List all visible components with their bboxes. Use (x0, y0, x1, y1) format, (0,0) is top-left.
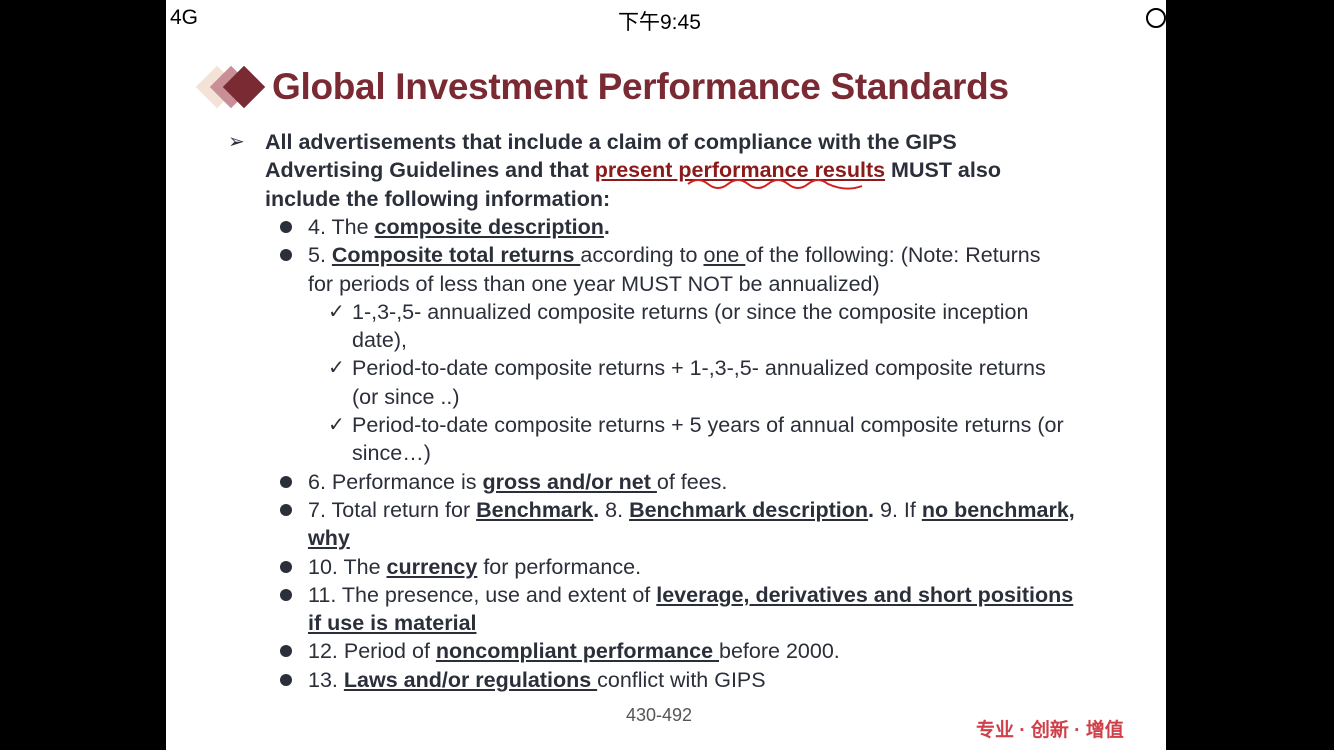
text-line: for periods of less than one year MUST N… (308, 270, 880, 298)
clock: 下午9:45 (618, 11, 701, 34)
text-line: Period-to-date composite returns + 1-,3-… (352, 354, 1046, 382)
text-segment: since…) (352, 441, 431, 466)
emphasized-text: gross and/or net (482, 469, 657, 494)
checkmark-icon: ✓ (328, 414, 345, 436)
bullet-dot-icon (280, 503, 292, 516)
text-line: Period-to-date composite returns + 5 yea… (352, 411, 1064, 439)
text-segment: of the following: (Note: Returns (745, 243, 1041, 268)
emphasized-text: noncompliant performance (435, 639, 720, 664)
arrow-bullet-icon: ➢ (228, 131, 245, 153)
text-segment: before 2000. (719, 639, 840, 664)
text-segment: All advertisements that include a claim … (265, 130, 957, 154)
text-line: since…) (352, 439, 431, 467)
text-segment: Period-to-date composite returns + 5 yea… (352, 413, 1064, 437)
text-segment: 4. The (308, 214, 375, 239)
text-line: 10. The currency for performance. (308, 553, 641, 581)
screen: 4G 下午9:45 Global Investment Performance … (166, 0, 1166, 750)
text-segment: . (593, 497, 606, 522)
text-segment: include the following information: (265, 186, 611, 211)
text-line: Advertising Guidelines and that present … (265, 156, 1001, 184)
text-segment: one (703, 243, 746, 268)
text-segment: conflict with GIPS (597, 667, 766, 692)
text-segment: . (868, 497, 880, 522)
rotation-lock-icon (1146, 8, 1166, 28)
text-line: date), (352, 326, 407, 354)
text-segment: 11. The presence, use and extent of (308, 582, 657, 607)
text-segment: according to (580, 243, 704, 268)
emphasized-text: if use is material (308, 611, 477, 636)
emphasized-text: Benchmark description (629, 497, 869, 522)
emphasized-text: no benchmark, (921, 497, 1075, 522)
text-segment: date), (352, 328, 407, 353)
bullet-dot-icon (280, 645, 292, 658)
text-segment: . (603, 214, 610, 239)
text-segment: 5. (308, 243, 332, 268)
emphasized-text: why (308, 526, 350, 551)
emphasized-text: composite description (374, 214, 604, 239)
text-line: why (308, 524, 350, 552)
text-line: 7. Total return for Benchmark. 8. Benchm… (308, 496, 1075, 524)
emphasized-text: present performance results (594, 158, 886, 183)
text-segment: 8. (605, 497, 630, 522)
text-line: 4. The composite description. (308, 213, 610, 241)
text-line: 12. Period of noncompliant performance b… (308, 637, 840, 665)
page-number: 430-492 (626, 705, 693, 725)
bullet-dot-icon (280, 475, 292, 488)
text-segment: of fees. (656, 469, 728, 494)
wavy-underline-annotation (687, 179, 863, 190)
emphasized-text: Laws and/or regulations (343, 667, 598, 692)
emphasized-text: currency (386, 554, 478, 579)
text-segment: 1-,3-,5- annualized composite returns (o… (352, 299, 1029, 324)
text-line: All advertisements that include a claim … (265, 128, 957, 156)
emphasized-text: Composite total returns (331, 243, 581, 268)
text-line: if use is material (308, 609, 477, 637)
network-indicator: 4G (170, 6, 199, 29)
text-segment: Advertising Guidelines and that (265, 158, 595, 183)
bullet-dot-icon (280, 673, 292, 686)
checkmark-icon: ✓ (328, 300, 345, 323)
checkmark-icon: ✓ (328, 357, 345, 380)
text-segment: 10. The (308, 554, 387, 579)
text-segment: for periods of less than one year MUST N… (308, 271, 880, 296)
text-line: 13. Laws and/or regulations conflict wit… (308, 666, 766, 694)
text-segment: 12. Period of (308, 639, 436, 664)
text-line: 6. Performance is gross and/or net of fe… (308, 468, 727, 496)
text-segment: Period-to-date composite returns + 1-,3-… (352, 356, 1046, 381)
emphasized-text: leverage, derivatives and short position… (656, 582, 1074, 607)
text-line: 5. Composite total returns according to … (308, 241, 1041, 269)
text-line: 11. The presence, use and extent of leve… (308, 581, 1073, 609)
text-segment: for performance. (477, 554, 642, 579)
text-line: 1-,3-,5- annualized composite returns (o… (352, 298, 1028, 326)
bullet-dot-icon (280, 220, 292, 233)
slide-title: Global Investment Performance Standards (272, 66, 1009, 107)
bullet-dot-icon (280, 249, 292, 262)
text-segment: (or since ..) (352, 384, 460, 409)
bullet-dot-icon (280, 588, 292, 601)
text-line: (or since ..) (352, 383, 460, 411)
text-segment: 7. Total return for (308, 497, 477, 522)
text-segment: 6. Performance is (308, 469, 483, 494)
emphasized-text: Benchmark (476, 497, 594, 522)
bullet-dot-icon (280, 560, 292, 573)
text-segment: 13. (308, 667, 344, 692)
text-segment: 9. If (880, 497, 922, 522)
text-line: include the following information: (265, 185, 610, 213)
slogan: 专业 · 创新 · 增值 (976, 720, 1124, 741)
text-segment: MUST also (885, 158, 1001, 183)
